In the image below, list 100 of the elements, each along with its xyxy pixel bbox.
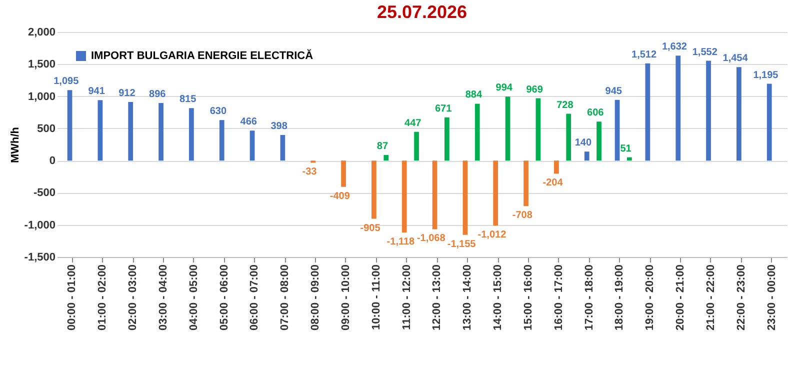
data-label: 969 xyxy=(526,84,544,96)
x-tick-label: 19:00 - 20:00 xyxy=(644,264,656,331)
bar xyxy=(584,152,590,161)
data-label: 728 xyxy=(556,100,574,111)
bar xyxy=(384,154,389,161)
bar xyxy=(493,160,498,226)
data-label: -204 xyxy=(542,178,564,189)
bar xyxy=(524,160,528,206)
bar xyxy=(128,102,134,161)
data-label: 1,512 xyxy=(632,49,657,60)
data-label: 896 xyxy=(149,88,166,100)
bar xyxy=(676,56,681,161)
data-label: 815 xyxy=(179,94,197,106)
y-tick-label: 1,500 xyxy=(28,58,56,71)
bar xyxy=(280,134,286,161)
data-label: -409 xyxy=(330,190,350,202)
bar xyxy=(462,160,468,235)
data-label: 671 xyxy=(434,103,452,114)
bar xyxy=(402,160,407,232)
data-label: 945 xyxy=(605,86,622,97)
x-tick-label: 22:00 - 23:00 xyxy=(735,264,748,331)
data-label: 1,454 xyxy=(722,53,748,64)
data-label: 884 xyxy=(465,90,482,101)
data-label: 912 xyxy=(118,88,136,99)
bar xyxy=(189,108,194,161)
bar xyxy=(158,102,164,161)
x-tick-label: 07:00 - 08:00 xyxy=(279,264,292,331)
bar xyxy=(474,104,480,161)
bar xyxy=(627,157,632,161)
data-label: -1,155 xyxy=(447,238,476,250)
data-label: 1,095 xyxy=(54,76,80,88)
y-tick-label: 2,000 xyxy=(28,26,56,38)
data-label: -33 xyxy=(302,166,318,178)
y-axis-title: MWh/h xyxy=(9,126,22,164)
bar xyxy=(596,122,602,161)
x-tick-label: 00:00 - 01:00 xyxy=(66,264,78,331)
x-tick-label: 05:00 - 06:00 xyxy=(218,264,230,331)
bar xyxy=(566,114,572,161)
data-label: 87 xyxy=(376,140,388,152)
bar xyxy=(98,100,103,161)
y-tick-label: -1,500 xyxy=(24,252,56,264)
x-tick-label: 06:00 - 07:00 xyxy=(248,264,261,331)
data-label: 1,552 xyxy=(692,46,718,58)
bar xyxy=(444,117,450,161)
data-label: 1,195 xyxy=(753,70,779,81)
y-tick-label: -500 xyxy=(33,187,56,200)
chart-title: 25.07.2026 xyxy=(376,2,468,22)
bar xyxy=(341,160,346,187)
data-label: -1,068 xyxy=(416,233,446,244)
bar xyxy=(614,100,620,161)
bar xyxy=(736,67,742,161)
x-tick-label: 16:00 - 17:00 xyxy=(552,264,565,331)
data-label: 51 xyxy=(620,143,632,154)
data-label: 630 xyxy=(210,106,227,118)
bar xyxy=(645,63,650,161)
data-label: 606 xyxy=(587,108,604,119)
data-label: 941 xyxy=(88,86,106,98)
x-tick-label: 02:00 - 03:00 xyxy=(127,264,140,331)
bar xyxy=(67,90,72,161)
x-tick-label: 11:00 - 12:00 xyxy=(400,264,413,330)
y-tick-label: -1,000 xyxy=(24,219,56,232)
x-tick-label: 01:00 - 02:00 xyxy=(96,264,109,331)
bar xyxy=(372,160,376,219)
x-tick-label: 03:00 - 04:00 xyxy=(157,264,170,331)
bar xyxy=(432,160,438,230)
x-tick-label: 23:00 - 00:00 xyxy=(766,264,778,331)
bar xyxy=(219,120,224,161)
x-tick-label: 12:00 - 13:00 xyxy=(431,264,444,331)
y-tick-label: 1,000 xyxy=(28,90,56,103)
x-tick-label: 21:00 - 22:00 xyxy=(704,264,717,331)
y-tick-label: 0 xyxy=(49,155,56,168)
data-label: 1,632 xyxy=(662,42,688,53)
x-tick-label: 20:00 - 21:00 xyxy=(674,264,687,331)
bar xyxy=(414,132,419,161)
x-tick-label: 17:00 - 18:00 xyxy=(583,264,596,331)
data-label: -1,118 xyxy=(386,236,416,248)
x-tick-label: 14:00 - 15:00 xyxy=(492,264,504,331)
x-tick-label: 15:00 - 16:00 xyxy=(522,264,534,331)
bar xyxy=(250,130,255,161)
legend-label: IMPORT BULGARIA ENERGIE ELECTRICĂ xyxy=(91,49,314,62)
bar xyxy=(505,96,510,161)
data-label: -905 xyxy=(360,222,381,234)
data-label: 398 xyxy=(270,120,288,132)
y-tick-label: 500 xyxy=(37,122,56,135)
x-tick-label: 09:00 - 10:00 xyxy=(340,264,352,331)
x-tick-label: 04:00 - 05:00 xyxy=(188,264,200,331)
bar xyxy=(554,160,559,174)
data-label: 994 xyxy=(496,82,513,94)
data-label: -708 xyxy=(512,210,533,222)
bar xyxy=(766,84,772,161)
data-label: -1,012 xyxy=(478,230,507,241)
data-label: 140 xyxy=(574,138,592,149)
data-label: 466 xyxy=(240,116,258,128)
x-tick-label: 13:00 - 14:00 xyxy=(462,264,474,331)
x-tick-label: 18:00 - 19:00 xyxy=(614,264,626,331)
x-tick-label: 08:00 - 09:00 xyxy=(310,264,322,331)
x-tick-label: 10:00 - 11:00 xyxy=(370,264,382,330)
data-label: 447 xyxy=(404,118,422,129)
bar xyxy=(536,98,541,161)
bar xyxy=(706,60,711,161)
